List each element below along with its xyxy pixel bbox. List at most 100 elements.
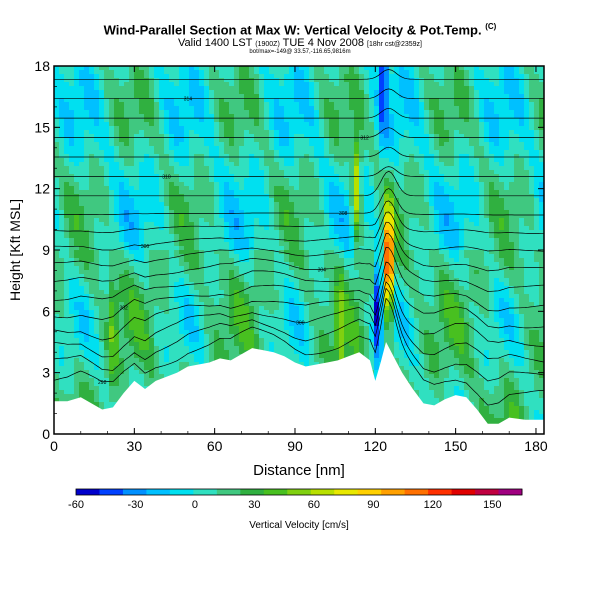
velocity-cell bbox=[409, 166, 414, 170]
velocity-cell bbox=[534, 98, 539, 102]
velocity-cell bbox=[214, 166, 219, 170]
velocity-cell bbox=[139, 122, 144, 126]
velocity-cell bbox=[124, 262, 129, 266]
velocity-cell bbox=[119, 242, 124, 246]
velocity-cell bbox=[514, 242, 519, 246]
velocity-cell bbox=[194, 210, 199, 214]
velocity-cell bbox=[59, 258, 64, 262]
velocity-cell bbox=[304, 258, 309, 262]
velocity-cell bbox=[444, 74, 449, 78]
velocity-cell bbox=[329, 262, 334, 266]
velocity-cell bbox=[429, 174, 434, 178]
velocity-cell bbox=[529, 142, 534, 146]
velocity-cell bbox=[394, 102, 399, 106]
velocity-cell bbox=[164, 74, 169, 78]
velocity-cell bbox=[144, 114, 149, 118]
velocity-cell bbox=[109, 214, 114, 218]
velocity-cell bbox=[434, 202, 439, 206]
velocity-cell bbox=[534, 146, 539, 150]
velocity-cell bbox=[159, 182, 164, 186]
velocity-cell bbox=[259, 122, 264, 126]
velocity-cell bbox=[129, 126, 134, 130]
velocity-cell bbox=[209, 150, 214, 154]
velocity-cell bbox=[454, 182, 459, 186]
velocity-cell bbox=[449, 254, 454, 258]
velocity-cell bbox=[509, 250, 514, 254]
velocity-cell bbox=[499, 242, 504, 246]
velocity-cell bbox=[479, 102, 484, 106]
velocity-cell bbox=[214, 170, 219, 174]
velocity-cell bbox=[229, 162, 234, 166]
velocity-cell bbox=[539, 126, 544, 130]
velocity-cell bbox=[404, 110, 409, 114]
velocity-cell bbox=[219, 138, 224, 142]
velocity-cell bbox=[139, 254, 144, 258]
velocity-cell bbox=[469, 242, 474, 246]
velocity-cell bbox=[199, 214, 204, 218]
velocity-cell bbox=[114, 162, 119, 166]
velocity-cell bbox=[204, 134, 209, 138]
velocity-cell bbox=[219, 174, 224, 178]
velocity-cell bbox=[279, 90, 284, 94]
velocity-cell bbox=[244, 66, 249, 70]
velocity-cell bbox=[434, 86, 439, 90]
velocity-cell bbox=[534, 154, 539, 158]
velocity-cell bbox=[349, 110, 354, 114]
velocity-cell bbox=[174, 130, 179, 134]
velocity-cell bbox=[209, 202, 214, 206]
velocity-cell bbox=[414, 118, 419, 122]
velocity-cell bbox=[534, 82, 539, 86]
velocity-cell bbox=[144, 134, 149, 138]
velocity-cell bbox=[224, 238, 229, 242]
velocity-cell bbox=[534, 202, 539, 206]
velocity-cell bbox=[349, 234, 354, 238]
velocity-cell bbox=[59, 118, 64, 122]
velocity-cell bbox=[279, 82, 284, 86]
velocity-cell bbox=[294, 226, 299, 230]
velocity-cell bbox=[374, 74, 379, 78]
velocity-cell bbox=[309, 154, 314, 158]
velocity-cell bbox=[144, 170, 149, 174]
velocity-cell bbox=[324, 150, 329, 154]
velocity-cell bbox=[269, 254, 274, 258]
velocity-cell bbox=[384, 134, 389, 138]
velocity-cell bbox=[284, 70, 289, 74]
velocity-cell bbox=[59, 154, 64, 158]
velocity-cell bbox=[464, 170, 469, 174]
velocity-cell bbox=[434, 178, 439, 182]
velocity-cell bbox=[129, 258, 134, 262]
velocity-cell bbox=[479, 198, 484, 202]
velocity-cell bbox=[534, 114, 539, 118]
velocity-cell bbox=[269, 166, 274, 170]
velocity-cell bbox=[499, 190, 504, 194]
velocity-cell bbox=[479, 166, 484, 170]
velocity-cell bbox=[294, 182, 299, 186]
velocity-cell bbox=[519, 234, 524, 238]
velocity-cell bbox=[449, 110, 454, 114]
velocity-cell bbox=[194, 110, 199, 114]
velocity-cell bbox=[349, 238, 354, 242]
velocity-cell bbox=[474, 130, 479, 134]
velocity-cell bbox=[219, 130, 224, 134]
velocity-cell bbox=[204, 102, 209, 106]
velocity-cell bbox=[434, 214, 439, 218]
velocity-cell bbox=[494, 182, 499, 186]
velocity-cell bbox=[149, 78, 154, 82]
velocity-cell bbox=[109, 114, 114, 118]
velocity-cell bbox=[434, 66, 439, 70]
velocity-cell bbox=[514, 158, 519, 162]
velocity-cell bbox=[464, 94, 469, 98]
velocity-cell bbox=[229, 226, 234, 230]
velocity-cell bbox=[269, 258, 274, 262]
velocity-cell bbox=[189, 198, 194, 202]
velocity-cell bbox=[69, 78, 74, 82]
velocity-cell bbox=[149, 158, 154, 162]
velocity-cell bbox=[389, 174, 394, 178]
velocity-cell bbox=[309, 114, 314, 118]
velocity-cell bbox=[109, 154, 114, 158]
velocity-cell bbox=[389, 90, 394, 94]
velocity-cell bbox=[344, 234, 349, 238]
velocity-cell bbox=[89, 150, 94, 154]
velocity-cell bbox=[129, 166, 134, 170]
velocity-cell bbox=[289, 66, 294, 70]
